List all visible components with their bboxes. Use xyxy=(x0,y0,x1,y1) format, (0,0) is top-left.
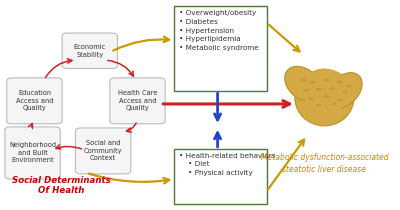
Text: • Health-related behaviors
    • Diet
    • Physical activity: • Health-related behaviors • Diet • Phys… xyxy=(179,152,275,176)
FancyBboxPatch shape xyxy=(110,78,165,124)
FancyBboxPatch shape xyxy=(76,128,131,174)
Text: Neighborhood
and Built
Environment: Neighborhood and Built Environment xyxy=(9,142,56,163)
Ellipse shape xyxy=(310,81,316,83)
Ellipse shape xyxy=(301,99,306,101)
Text: Education
Access and
Quality: Education Access and Quality xyxy=(16,90,53,111)
Text: Metabolic dysfunction-associated
steatotic liver disease: Metabolic dysfunction-associated steatot… xyxy=(260,153,388,174)
Ellipse shape xyxy=(316,88,322,91)
Text: Social and
Community
Context: Social and Community Context xyxy=(84,140,122,161)
Ellipse shape xyxy=(316,104,321,106)
Text: • Overweight/obesity
• Diabetes
• Hypertension
• Hyperlipidemia
• Metabolic synd: • Overweight/obesity • Diabetes • Hypert… xyxy=(179,10,258,51)
Ellipse shape xyxy=(337,81,343,83)
FancyBboxPatch shape xyxy=(174,6,267,91)
FancyBboxPatch shape xyxy=(5,127,60,179)
FancyBboxPatch shape xyxy=(174,149,267,204)
Ellipse shape xyxy=(343,91,348,93)
FancyBboxPatch shape xyxy=(62,33,118,68)
Text: Economic
Stability: Economic Stability xyxy=(74,44,106,58)
Text: Social Determinants
Of Health: Social Determinants Of Health xyxy=(12,176,110,195)
Ellipse shape xyxy=(346,85,352,87)
Ellipse shape xyxy=(300,68,349,114)
Ellipse shape xyxy=(324,79,329,81)
Ellipse shape xyxy=(285,66,322,102)
Ellipse shape xyxy=(295,70,354,126)
FancyBboxPatch shape xyxy=(7,78,62,124)
Ellipse shape xyxy=(300,79,307,81)
Ellipse shape xyxy=(326,73,362,108)
Ellipse shape xyxy=(308,98,314,100)
Ellipse shape xyxy=(337,99,342,101)
Ellipse shape xyxy=(329,87,335,89)
Ellipse shape xyxy=(332,103,336,105)
Text: Health Care
Access and
Quality: Health Care Access and Quality xyxy=(118,90,157,111)
Ellipse shape xyxy=(323,95,329,98)
Ellipse shape xyxy=(303,89,309,92)
